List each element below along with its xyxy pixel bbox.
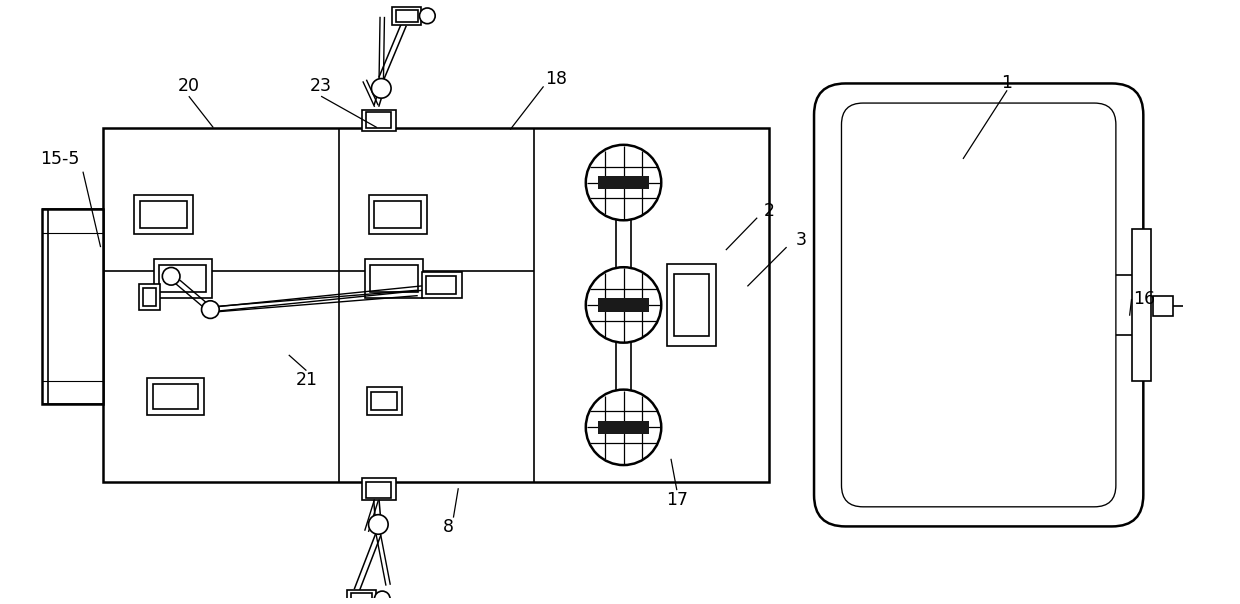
Bar bbox=[423, 272, 461, 298]
Circle shape bbox=[585, 145, 661, 220]
Bar bbox=[374, 201, 422, 228]
Bar bbox=[1153, 296, 1173, 315]
Bar bbox=[351, 593, 372, 604]
Bar bbox=[134, 194, 192, 234]
Bar bbox=[1132, 229, 1151, 381]
Bar bbox=[103, 127, 769, 483]
Text: 18: 18 bbox=[546, 69, 567, 88]
Bar bbox=[362, 110, 396, 132]
Text: 23: 23 bbox=[310, 77, 332, 95]
Bar bbox=[667, 264, 717, 346]
Bar bbox=[366, 483, 391, 498]
FancyBboxPatch shape bbox=[842, 103, 1116, 507]
Bar bbox=[140, 201, 187, 228]
Bar bbox=[153, 384, 197, 409]
Text: 15-5: 15-5 bbox=[40, 150, 79, 168]
Bar bbox=[427, 276, 456, 294]
Text: 8: 8 bbox=[443, 518, 454, 536]
Text: 21: 21 bbox=[295, 371, 317, 390]
FancyBboxPatch shape bbox=[813, 83, 1143, 527]
Text: 17: 17 bbox=[666, 491, 688, 509]
Circle shape bbox=[585, 390, 661, 465]
Bar bbox=[675, 274, 709, 336]
Bar bbox=[347, 590, 377, 604]
Bar bbox=[368, 194, 428, 234]
Circle shape bbox=[162, 268, 180, 285]
Circle shape bbox=[419, 8, 435, 24]
Bar bbox=[392, 7, 422, 25]
Circle shape bbox=[372, 79, 391, 98]
Bar bbox=[598, 420, 650, 434]
Bar bbox=[154, 259, 212, 298]
Bar bbox=[372, 393, 397, 410]
Bar bbox=[160, 265, 206, 292]
Bar bbox=[598, 298, 650, 312]
Bar bbox=[146, 378, 203, 415]
Bar bbox=[143, 288, 156, 306]
Bar bbox=[598, 176, 650, 189]
Bar bbox=[42, 209, 103, 404]
Text: 16: 16 bbox=[1133, 290, 1156, 308]
Bar bbox=[139, 284, 160, 310]
Text: 3: 3 bbox=[796, 231, 807, 249]
Bar bbox=[396, 10, 418, 22]
Text: 1: 1 bbox=[1002, 74, 1013, 92]
Text: 2: 2 bbox=[764, 202, 775, 220]
Bar bbox=[371, 265, 418, 292]
Text: 20: 20 bbox=[177, 77, 200, 95]
Circle shape bbox=[374, 591, 391, 604]
Circle shape bbox=[368, 515, 388, 535]
Circle shape bbox=[202, 301, 219, 318]
Bar bbox=[365, 259, 423, 298]
Bar bbox=[366, 112, 391, 127]
Bar bbox=[362, 478, 396, 500]
Circle shape bbox=[585, 267, 661, 342]
Bar bbox=[367, 388, 402, 415]
